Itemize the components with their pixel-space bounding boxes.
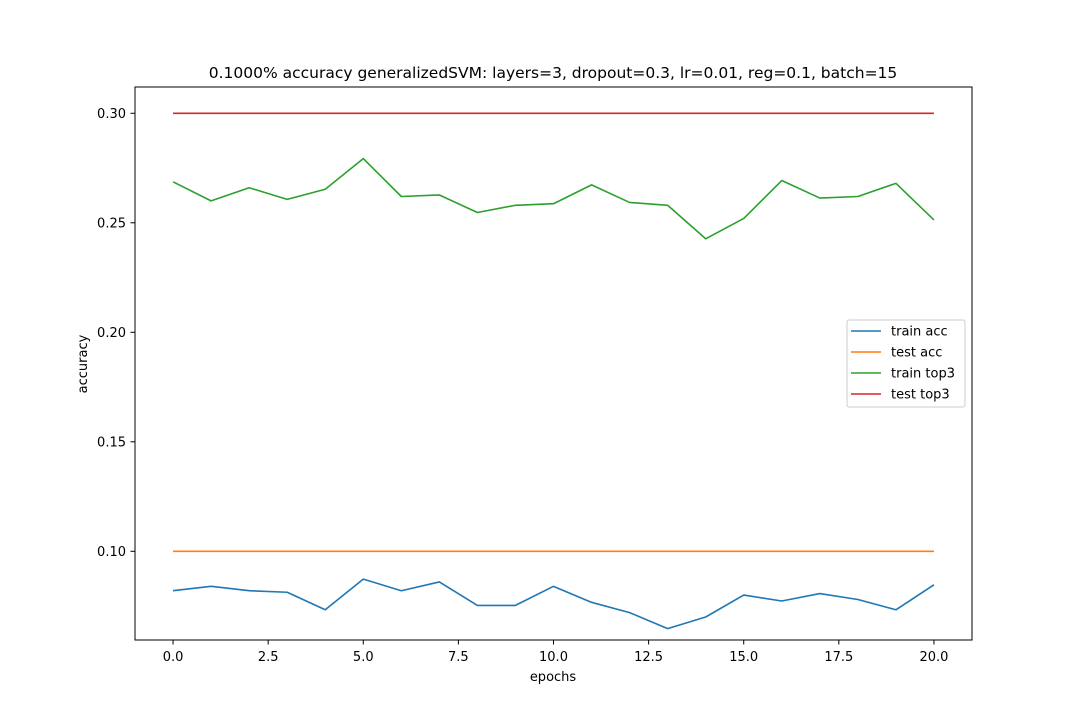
x-tick-label: 12.5 [634,650,663,665]
x-tick-label: 7.5 [448,650,469,665]
plot-area-frame [134,86,973,641]
x-tick-label: 20.0 [919,650,948,665]
series-line-train-top3 [172,157,935,240]
x-tick-label: 10.0 [539,650,568,665]
y-axis: 0.10 0.15 0.20 0.25 0.30 [97,107,135,560]
x-tick-label: 2.5 [258,650,279,665]
y-axis-label: accuracy [76,334,91,393]
chart-title: 0.1000% accuracy generalizedSVM: layers=… [209,64,898,82]
legend-label: test acc [891,346,942,361]
y-tick-label: 0.10 [97,545,126,560]
y-tick-label: 0.25 [97,216,126,231]
legend-label: test top3 [891,388,950,403]
y-tick-label: 0.15 [97,435,126,450]
x-tick-label: 5.0 [353,650,374,665]
x-axis-label: epochs [530,670,577,685]
legend-label: train top3 [891,367,955,382]
legend: train acc test acc train top3 test top3 [846,319,966,408]
series-layer [172,112,935,630]
x-tick-label: 0.0 [163,650,184,665]
legend-box [846,319,966,408]
x-tick-label: 15.0 [729,650,758,665]
y-tick-label: 0.20 [97,326,126,341]
y-tick-label: 0.30 [97,107,126,122]
x-axis: 0.0 2.5 5.0 7.5 10.0 12.5 15.0 17.5 20.0 [163,640,948,665]
series-line-train-acc [172,578,935,630]
x-tick-label: 17.5 [824,650,853,665]
legend-label: train acc [891,325,948,340]
